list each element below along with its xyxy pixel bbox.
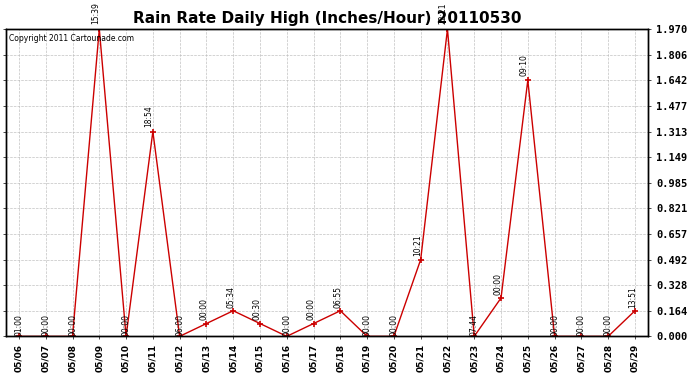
Text: 00:00: 00:00 <box>68 314 77 336</box>
Text: 00:00: 00:00 <box>282 314 291 336</box>
Text: 07:44: 07:44 <box>470 314 479 336</box>
Text: 06:00: 06:00 <box>175 314 184 336</box>
Text: 13:51: 13:51 <box>628 286 637 308</box>
Text: 00:00: 00:00 <box>494 273 503 295</box>
Text: Copyright 2011 Cartounade.com: Copyright 2011 Cartounade.com <box>9 34 134 43</box>
Text: 01:00: 01:00 <box>14 314 23 336</box>
Text: 09:10: 09:10 <box>520 54 529 75</box>
Text: 00:00: 00:00 <box>550 314 559 336</box>
Text: 00:00: 00:00 <box>604 314 613 336</box>
Text: 18:54: 18:54 <box>144 105 153 127</box>
Text: 00:00: 00:00 <box>41 314 50 336</box>
Text: 00:00: 00:00 <box>199 298 208 320</box>
Text: 00:00: 00:00 <box>121 314 130 336</box>
Text: 22:21: 22:21 <box>439 3 448 24</box>
Text: 06:55: 06:55 <box>333 286 342 308</box>
Text: 00:00: 00:00 <box>363 314 372 336</box>
Title: Rain Rate Daily High (Inches/Hour) 20110530: Rain Rate Daily High (Inches/Hour) 20110… <box>132 12 521 27</box>
Text: 00:00: 00:00 <box>577 314 586 336</box>
Text: 00:00: 00:00 <box>389 314 398 336</box>
Text: 10:21: 10:21 <box>413 235 422 256</box>
Text: 00:00: 00:00 <box>306 298 315 320</box>
Text: 15:39: 15:39 <box>91 3 100 24</box>
Text: 05:34: 05:34 <box>226 286 235 308</box>
Text: 00:30: 00:30 <box>253 298 262 320</box>
